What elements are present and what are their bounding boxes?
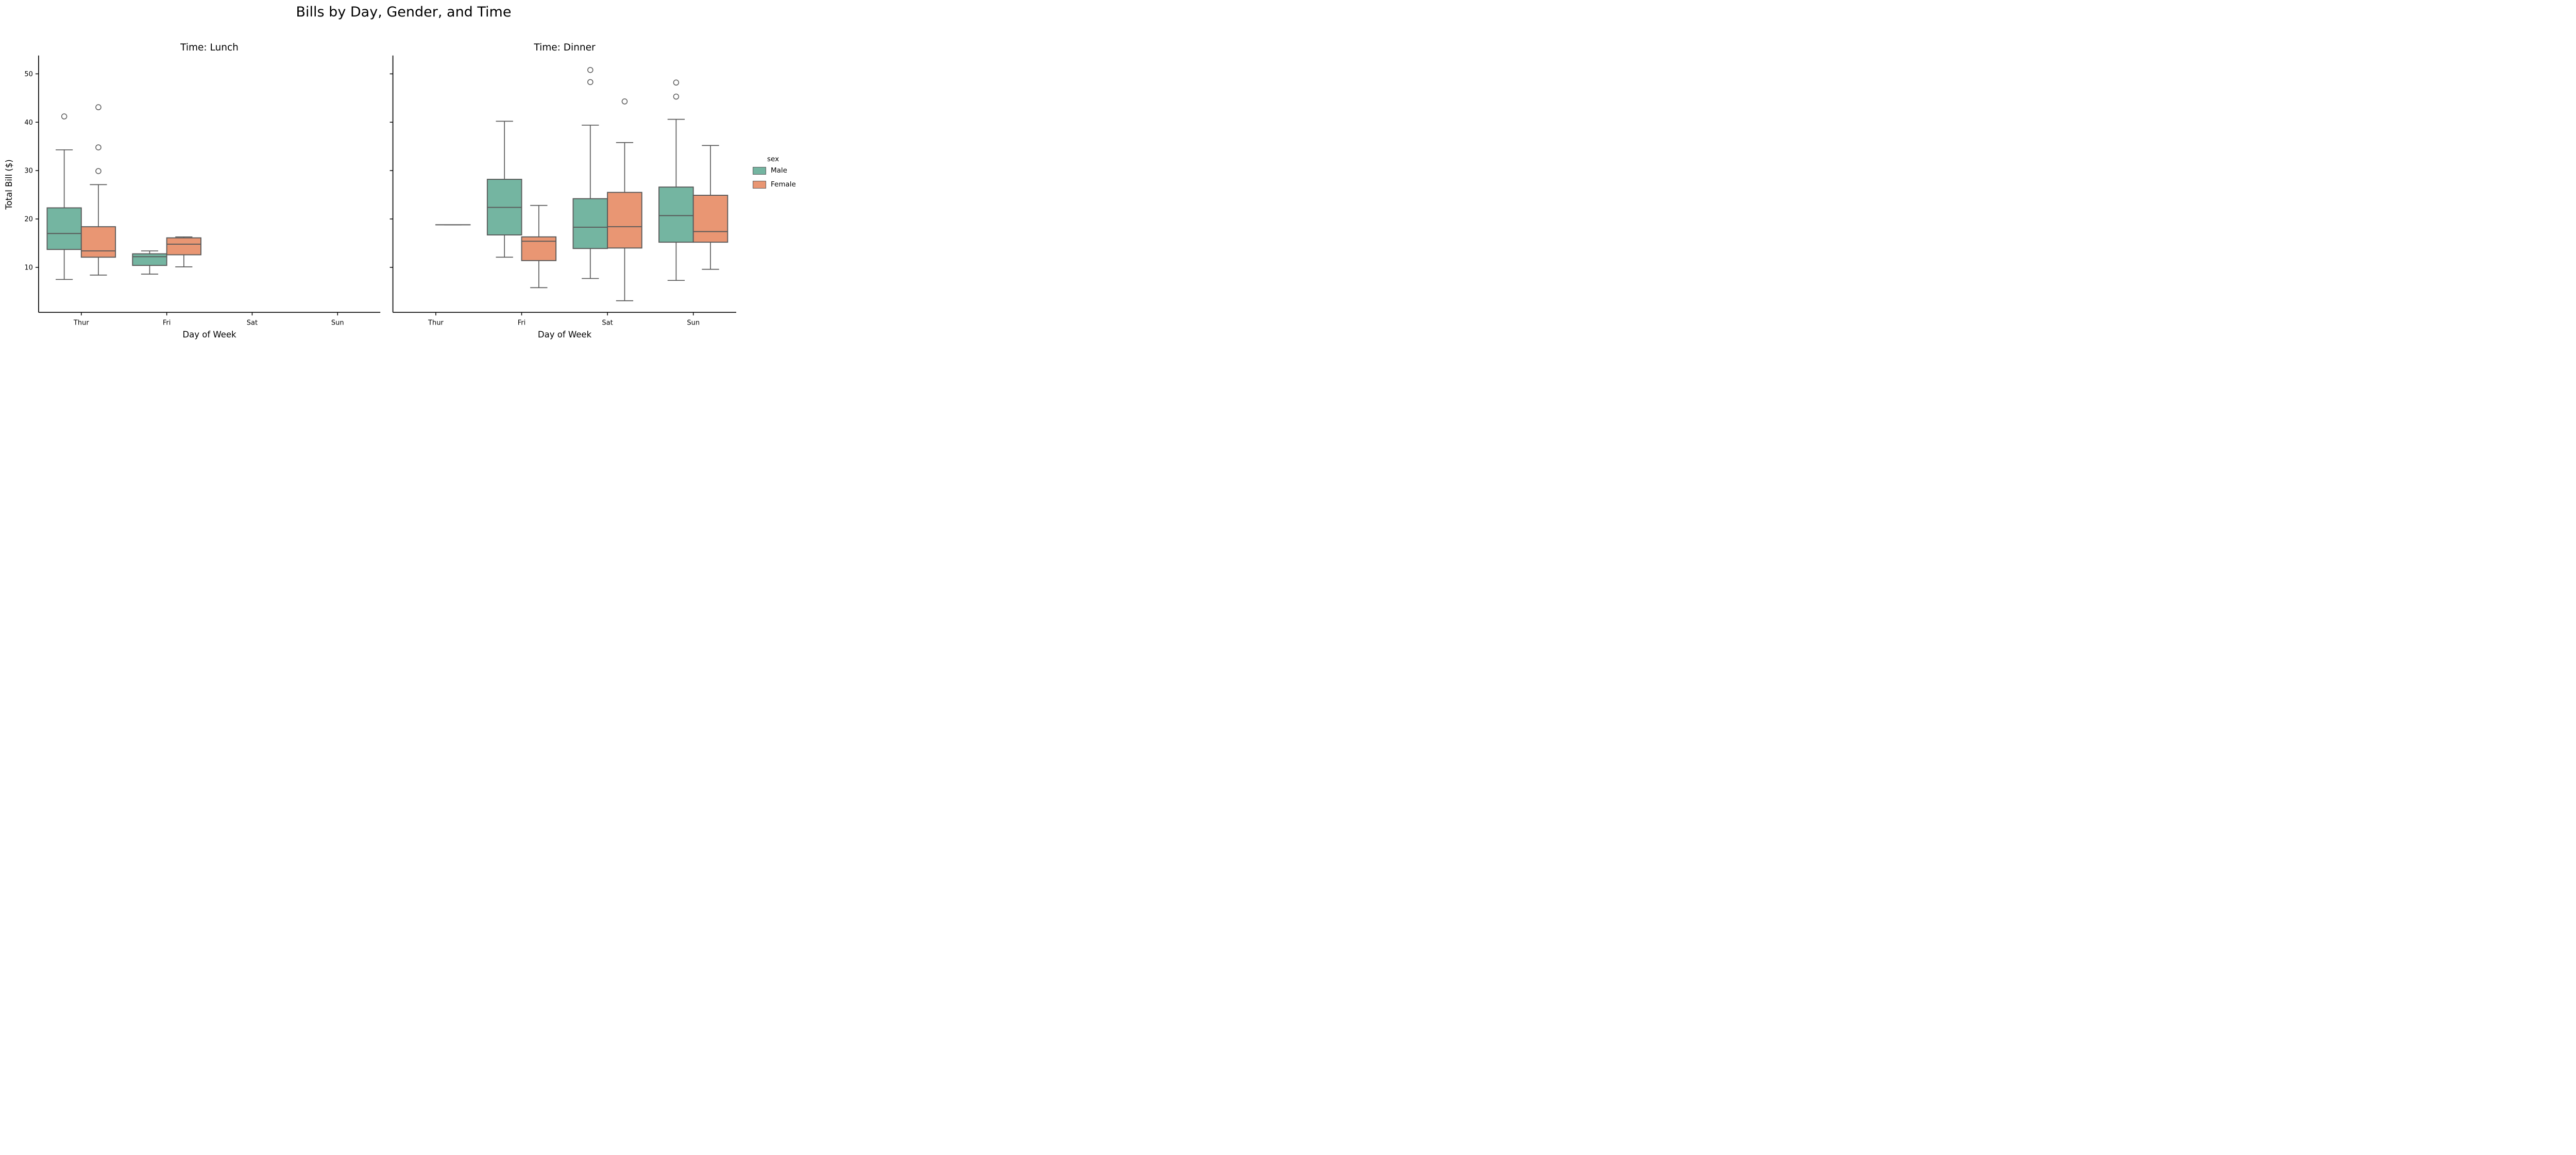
- outlier-point: [61, 113, 67, 120]
- x-tick-label: Thur: [73, 319, 89, 327]
- outlier-point: [587, 79, 594, 86]
- legend-label-male: Male: [771, 166, 787, 175]
- legend: sex Male Female: [753, 155, 807, 194]
- figure-title: Bills by Day, Gender, and Time: [296, 4, 512, 20]
- x-tick-label: Fri: [518, 319, 526, 327]
- box-male-sun: [658, 186, 694, 243]
- boxplot-canvas: 10 20 30 40 50 Thur Fri Sat Sun Thur Fri Sat Sun: [24, 55, 736, 327]
- outlier-point: [95, 104, 101, 110]
- y-tick-label: 20: [24, 216, 33, 224]
- y-tick-label: 10: [24, 264, 33, 271]
- x-tick-label: Sat: [247, 319, 258, 327]
- box-male-thur: [46, 207, 82, 250]
- outlier-point: [95, 168, 101, 174]
- outlier-point: [673, 79, 680, 86]
- outlier-point: [95, 144, 101, 150]
- y-tick-label: 40: [24, 119, 33, 127]
- outlier-point: [587, 67, 594, 73]
- box-female-fri: [521, 236, 557, 261]
- box-male-fri: [132, 253, 167, 266]
- y-tick-label: 30: [24, 167, 33, 175]
- box-female-sat: [607, 192, 642, 249]
- legend-entry-male: Male: [753, 166, 807, 175]
- box-female-thur: [80, 226, 116, 258]
- x-tick-label: Sun: [687, 319, 700, 327]
- outlier-point: [673, 93, 680, 100]
- figure: Bills by Day, Gender, and Time Time: Lun…: [0, 0, 807, 349]
- x-tick-label: Sat: [602, 319, 613, 327]
- legend-title: sex: [767, 155, 779, 163]
- male-color-swatch: [753, 166, 766, 175]
- x-tick-label: Thur: [428, 319, 444, 327]
- box-female-fri: [166, 237, 201, 256]
- subplot-title-lunch: Time: Lunch: [180, 42, 239, 53]
- box-female-sun: [692, 195, 728, 243]
- outlier-point: [621, 98, 628, 105]
- x-axis-label-lunch: Day of Week: [182, 330, 236, 339]
- box-male-sat: [572, 198, 608, 249]
- y-tick-label: 50: [24, 71, 33, 78]
- subplot-title-dinner: Time: Dinner: [534, 42, 596, 53]
- legend-entry-female: Female: [753, 180, 807, 189]
- x-axis-label-dinner: Day of Week: [537, 330, 592, 339]
- legend-label-female: Female: [771, 180, 796, 189]
- x-tick-label: Fri: [163, 319, 171, 327]
- female-color-swatch: [753, 180, 766, 189]
- x-tick-label: Sun: [331, 319, 344, 327]
